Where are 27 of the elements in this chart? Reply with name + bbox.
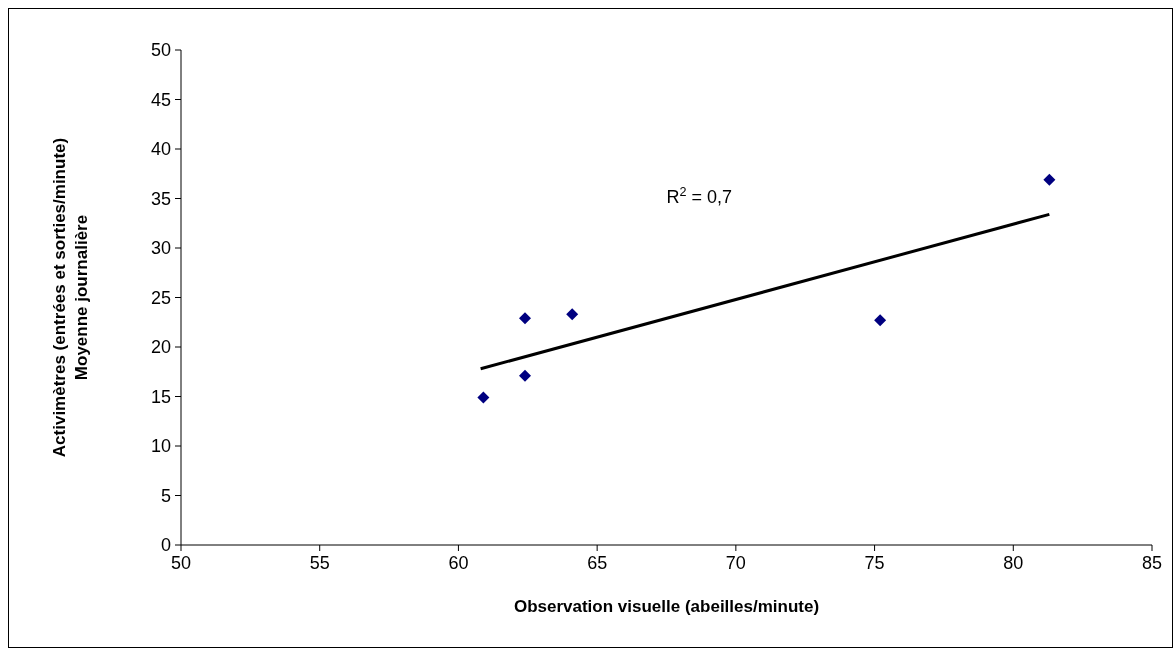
point bbox=[874, 314, 887, 327]
x-tick-label: 85 bbox=[1141, 553, 1163, 573]
y-tick-label: 45 bbox=[150, 89, 171, 110]
y-tick-label: 0 bbox=[160, 535, 171, 555]
y-tick-label: 5 bbox=[160, 485, 171, 506]
x-axis-title: Observation visuelle (abeilles/minute) bbox=[513, 597, 820, 616]
x-tick-label: 55 bbox=[309, 553, 330, 573]
y-tick-label: 25 bbox=[150, 287, 171, 308]
point bbox=[519, 312, 532, 325]
x-tick-label: 60 bbox=[448, 553, 469, 573]
point bbox=[1043, 173, 1056, 186]
y-tick-label: 30 bbox=[150, 238, 171, 258]
annotation: R$^{2}$ = 0,7 bbox=[666, 185, 733, 208]
point bbox=[519, 369, 532, 382]
y-axis-title: Activimètres (entrées et sorties/minute) Moyenne journalière bbox=[50, 137, 91, 458]
x-tick-label: 65 bbox=[587, 553, 608, 573]
x-tick-label: 80 bbox=[1003, 553, 1024, 573]
y-tick-label: 10 bbox=[150, 436, 171, 456]
point bbox=[566, 308, 579, 321]
point bbox=[477, 391, 490, 404]
y-tick-label: 50 bbox=[150, 40, 171, 60]
y-tick-label: 15 bbox=[150, 386, 171, 407]
y-tick-label: 20 bbox=[150, 337, 171, 357]
y-tick-label: 40 bbox=[150, 139, 171, 159]
y-tick-label: 35 bbox=[150, 188, 171, 209]
x-tick-label: 75 bbox=[864, 553, 885, 573]
x-tick-label: 70 bbox=[725, 553, 746, 573]
